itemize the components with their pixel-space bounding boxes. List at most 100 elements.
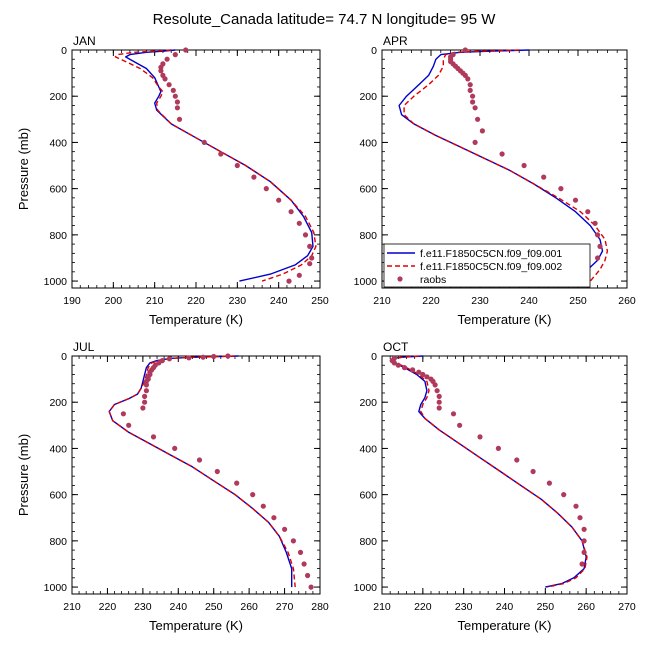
- raobs-point: [475, 116, 481, 122]
- x-axis-label: Temperature (K): [149, 312, 243, 327]
- raobs-point: [420, 371, 426, 378]
- y-tick-label: 600: [49, 184, 67, 196]
- x-tick-label: 240: [496, 601, 514, 613]
- raobs-point: [158, 68, 164, 74]
- raobs-point: [296, 272, 302, 278]
- x-tick-label: 280: [311, 601, 329, 613]
- x-tick-label: 210: [146, 295, 164, 307]
- y-tick-label: 400: [49, 137, 67, 149]
- raobs-point: [176, 116, 183, 122]
- x-axis-label: Temperature (K): [458, 618, 552, 633]
- raobs-point: [286, 278, 292, 284]
- raobs-point: [432, 382, 438, 388]
- raobs-point: [172, 445, 178, 451]
- x-tick-label: 210: [63, 601, 81, 613]
- series-line-1: [398, 49, 604, 282]
- x-tick-label: 230: [455, 601, 473, 613]
- y-tick-label: 1000: [44, 582, 68, 594]
- raobs-point: [143, 382, 149, 388]
- raobs-point: [305, 572, 311, 579]
- plot-frame: [71, 355, 321, 595]
- legend-label: f.e11.F1850C5CN.f09_f09.001: [420, 248, 562, 260]
- y-tick-label: 1000: [354, 582, 378, 594]
- panel-title: JUL: [73, 340, 95, 354]
- raobs-point: [477, 434, 483, 440]
- raobs-point: [126, 422, 132, 428]
- series-line-1: [391, 355, 587, 588]
- raobs-point: [499, 151, 505, 157]
- x-tick-label: 220: [422, 295, 440, 307]
- x-tick-label: 250: [569, 295, 587, 307]
- y-tick-label: 0: [371, 351, 377, 363]
- y-tick-label: 800: [359, 536, 377, 548]
- panel-jan: 190 200 210 220 230 240 250 0 200 400 600 800 1000 JA…: [16, 34, 329, 327]
- raobs-point: [297, 549, 304, 556]
- raobs-point: [470, 93, 476, 99]
- x-tick-label: 220: [99, 601, 117, 613]
- raobs-point: [465, 76, 471, 82]
- raobs-point: [436, 393, 442, 399]
- legend: f.e11.F1850C5CN.f09_f09.001f.e11.F1850C5…: [383, 243, 591, 288]
- panels: 190 200 210 220 230 240 250 0 200 400 600 800 1000 JA…: [16, 34, 636, 633]
- raobs-point: [166, 82, 172, 88]
- raobs-point: [170, 87, 176, 93]
- raobs-point: [581, 526, 587, 532]
- x-tick-label: 240: [270, 295, 288, 307]
- y-tick-label: 0: [61, 351, 67, 363]
- y-tick-label: 600: [49, 490, 67, 502]
- raobs-point: [592, 220, 598, 226]
- y-tick-label: 0: [371, 45, 377, 57]
- y-tick-label: 1000: [354, 276, 378, 288]
- x-tick-label: 250: [311, 295, 329, 307]
- plot-frame: [381, 49, 628, 289]
- raobs-point: [183, 47, 189, 53]
- legend-label: f.e11.F1850C5CN.f09_f09.002: [420, 261, 562, 273]
- raobs-point: [309, 255, 315, 261]
- x-tick-label: 230: [471, 295, 489, 307]
- x-tick-label: 270: [618, 601, 636, 613]
- raobs-point: [391, 360, 397, 366]
- raobs-point: [467, 87, 473, 93]
- panel-jul: 210 220 230 240 250 260 270 280 0 200 400 600 800 100…: [16, 340, 329, 633]
- raobs-point: [436, 405, 442, 411]
- raobs-point: [495, 445, 501, 451]
- x-tick-label: 240: [520, 295, 538, 307]
- raobs-point: [561, 492, 567, 498]
- raobs-point: [276, 197, 282, 203]
- y-tick-label: 400: [359, 443, 377, 455]
- raobs-point: [472, 139, 478, 145]
- raobs-point: [581, 538, 587, 544]
- raobs-point: [307, 243, 313, 249]
- raobs-point: [467, 82, 473, 88]
- raobs-point: [251, 174, 257, 180]
- raobs-point: [302, 232, 309, 238]
- raobs-point: [462, 47, 468, 53]
- raobs-point: [514, 457, 520, 463]
- raobs-point: [416, 369, 422, 375]
- x-tick-label: 190: [63, 295, 81, 307]
- raobs-point: [579, 561, 585, 567]
- panel-title: APR: [383, 34, 408, 48]
- x-axis-label: Temperature (K): [149, 618, 243, 633]
- raobs-point: [143, 388, 149, 394]
- y-tick-label: 200: [359, 91, 377, 103]
- raobs-point: [577, 515, 583, 521]
- raobs-point: [434, 388, 440, 394]
- x-tick-label: 260: [240, 601, 258, 613]
- y-axis-label: Pressure (mb): [16, 434, 31, 516]
- y-tick-label: 800: [49, 230, 67, 242]
- x-tick-label: 230: [134, 601, 152, 613]
- raobs-point: [211, 353, 217, 360]
- series-line-2: [108, 355, 296, 588]
- raobs-point: [234, 480, 240, 486]
- raobs-point: [250, 492, 256, 498]
- panel-title: JAN: [73, 34, 96, 48]
- x-tick-label: 250: [537, 601, 555, 613]
- legend-marker: [397, 276, 403, 282]
- series-line-1: [124, 49, 314, 282]
- y-tick-label: 200: [49, 397, 67, 409]
- x-tick-label: 220: [414, 601, 432, 613]
- raobs-point: [572, 197, 579, 203]
- y-tick-label: 200: [49, 91, 67, 103]
